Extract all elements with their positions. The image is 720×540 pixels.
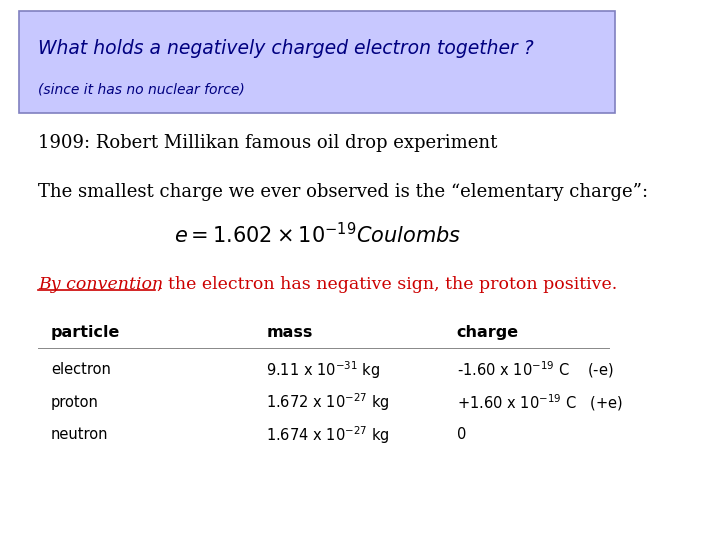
- Text: By convention: By convention: [38, 276, 163, 293]
- FancyBboxPatch shape: [19, 11, 616, 113]
- Text: +1.60 x 10$^{-19}$ C   (+e): +1.60 x 10$^{-19}$ C (+e): [456, 392, 623, 413]
- Text: (since it has no nuclear force): (since it has no nuclear force): [38, 82, 245, 96]
- Text: 1909: Robert Millikan famous oil drop experiment: 1909: Robert Millikan famous oil drop ex…: [38, 134, 498, 152]
- Text: neutron: neutron: [50, 427, 108, 442]
- Text: $e = 1.602 \times 10^{-19} Coulombs$: $e = 1.602 \times 10^{-19} Coulombs$: [174, 222, 461, 247]
- Text: The smallest charge we ever observed is the “elementary charge”:: The smallest charge we ever observed is …: [38, 183, 648, 201]
- Text: What holds a negatively charged electron together ?: What holds a negatively charged electron…: [38, 39, 534, 58]
- Text: 1.672 x 10$^{-27}$ kg: 1.672 x 10$^{-27}$ kg: [266, 392, 390, 413]
- Text: 1.674 x 10$^{-27}$ kg: 1.674 x 10$^{-27}$ kg: [266, 424, 390, 446]
- Text: 0: 0: [456, 427, 466, 442]
- Text: , the electron has negative sign, the proton positive.: , the electron has negative sign, the pr…: [158, 276, 618, 293]
- Text: -1.60 x 10$^{-19}$ C    (-e): -1.60 x 10$^{-19}$ C (-e): [456, 360, 613, 380]
- Text: 9.11 x 10$^{-31}$ kg: 9.11 x 10$^{-31}$ kg: [266, 359, 381, 381]
- Text: charge: charge: [456, 325, 519, 340]
- Text: particle: particle: [50, 325, 120, 340]
- Text: mass: mass: [266, 325, 312, 340]
- Text: electron: electron: [50, 362, 111, 377]
- Text: proton: proton: [50, 395, 99, 410]
